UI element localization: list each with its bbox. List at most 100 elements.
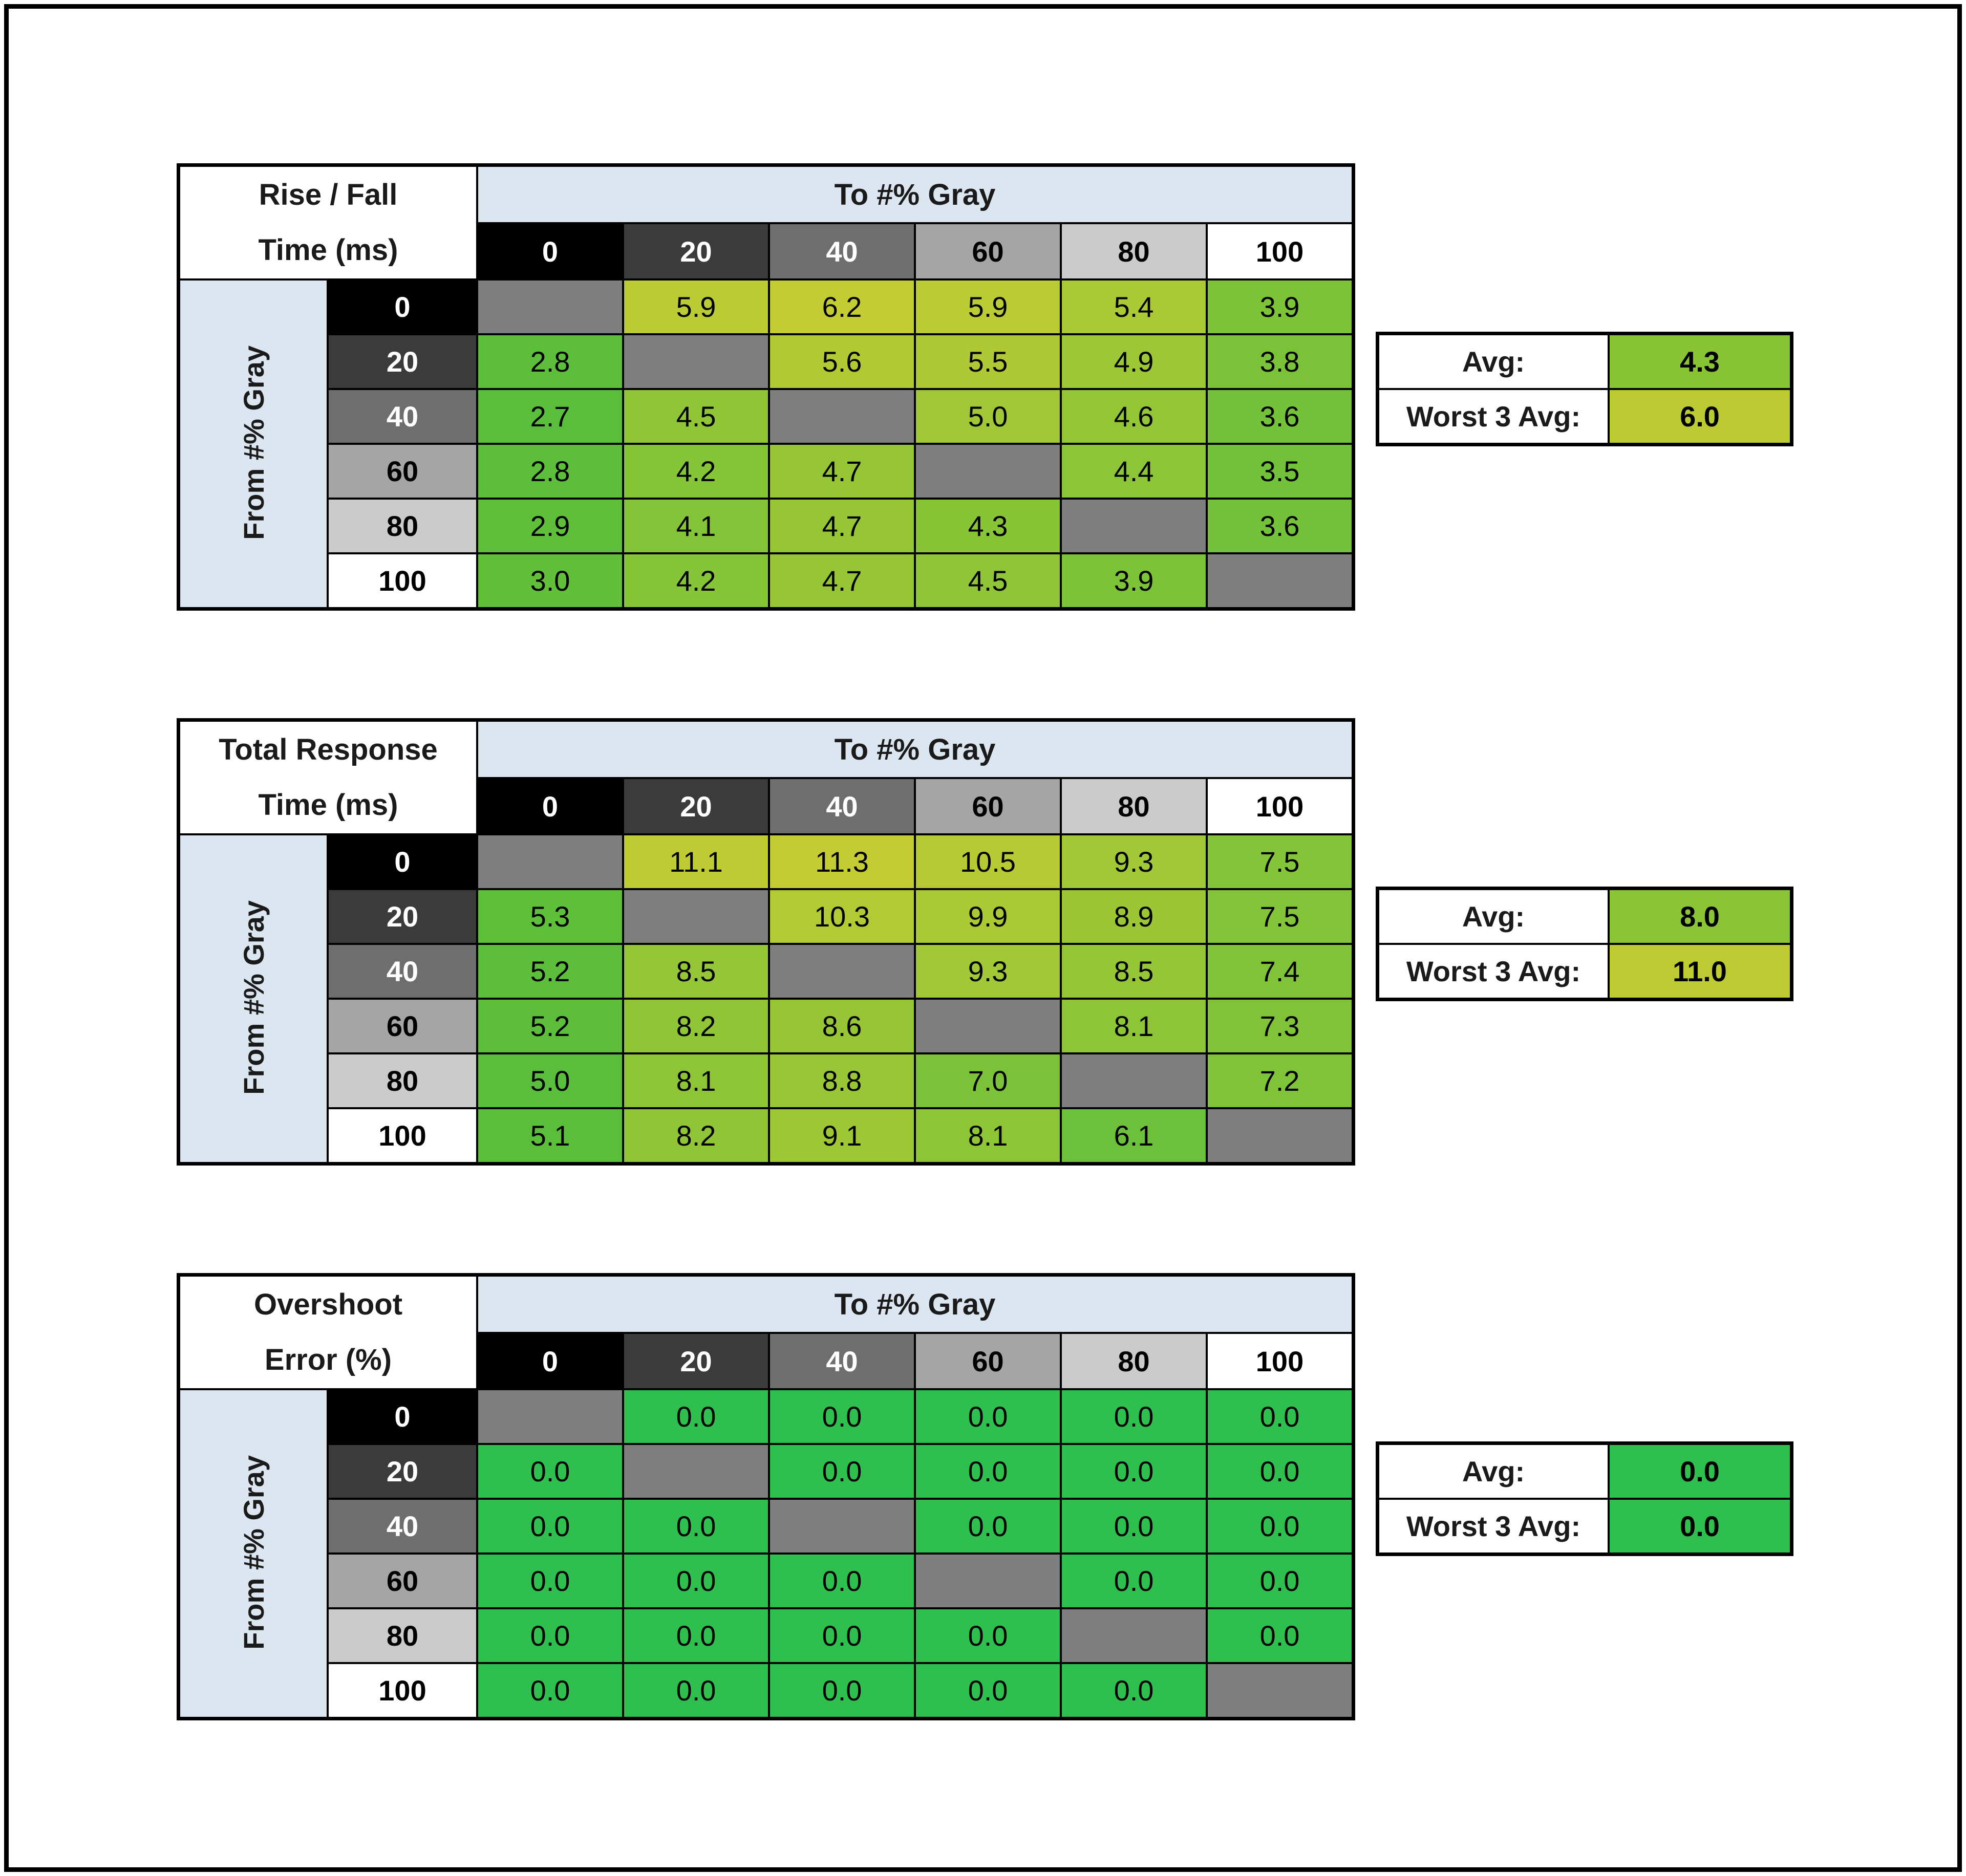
- avg-value: 4.3: [1608, 333, 1792, 390]
- from-tick-60: 60: [327, 998, 478, 1054]
- value-cell: 5.4: [1060, 278, 1208, 335]
- value-cell: 5.2: [476, 998, 624, 1054]
- value-cell: 3.9: [1206, 278, 1354, 335]
- to-tick-60: 60: [914, 777, 1062, 835]
- value-cell: 8.5: [622, 943, 770, 1000]
- value-cell: 9.3: [1060, 833, 1208, 890]
- from-tick-0: 0: [327, 833, 478, 890]
- value-cell: 7.5: [1206, 888, 1354, 945]
- from-tick-80: 80: [327, 1607, 478, 1664]
- table-title-line: Rise / Fall: [259, 178, 398, 211]
- value-cell: 0.0: [476, 1498, 624, 1555]
- value-cell: 3.9: [1060, 552, 1208, 609]
- value-cell: 0.0: [1060, 1662, 1208, 1719]
- value-cell: 11.3: [768, 833, 916, 890]
- avg-label: Avg:: [1377, 333, 1610, 390]
- to-tick-20: 20: [622, 777, 770, 835]
- value-cell: 0.0: [1206, 1552, 1354, 1609]
- table-title-line: Time (ms): [258, 788, 398, 822]
- from-tick-20: 20: [327, 888, 478, 945]
- to-tick-40: 40: [768, 222, 916, 281]
- worst3-label: Worst 3 Avg:: [1377, 388, 1610, 445]
- from-gray-label: From #% Gray: [237, 1455, 270, 1650]
- worst3-value: 0.0: [1608, 1498, 1792, 1555]
- value-cell: 7.4: [1206, 943, 1354, 1000]
- diagonal-cell: [1206, 552, 1354, 609]
- value-cell: 11.1: [622, 833, 770, 890]
- diagonal-cell: [914, 998, 1062, 1054]
- value-cell: 8.2: [622, 1107, 770, 1164]
- from-tick-60: 60: [327, 443, 478, 500]
- value-cell: 5.3: [476, 888, 624, 945]
- value-cell: 4.6: [1060, 388, 1208, 445]
- table-title-line: Error (%): [264, 1343, 392, 1376]
- from-tick-40: 40: [327, 1498, 478, 1555]
- value-cell: 0.0: [1206, 1498, 1354, 1555]
- to-tick-100: 100: [1206, 1332, 1354, 1390]
- value-cell: 5.1: [476, 1107, 624, 1164]
- value-cell: 3.0: [476, 552, 624, 609]
- overshoot-error-summary: Avg: 0.0 Worst 3 Avg: 0.0: [1377, 1443, 1792, 1555]
- value-cell: 8.5: [1060, 943, 1208, 1000]
- worst3-value: 11.0: [1608, 943, 1792, 1000]
- worst3-value: 6.0: [1608, 388, 1792, 445]
- table-title-line: Overshoot: [253, 1288, 403, 1321]
- total-response-time-title: Total Response Time (ms): [178, 720, 478, 835]
- rise-fall-time-summary: Avg: 4.3 Worst 3 Avg: 6.0: [1377, 333, 1792, 445]
- value-cell: 5.0: [476, 1052, 624, 1109]
- value-cell: 0.0: [914, 1388, 1062, 1445]
- to-tick-60: 60: [914, 222, 1062, 281]
- value-cell: 0.0: [476, 1552, 624, 1609]
- value-cell: 0.0: [768, 1388, 916, 1445]
- value-cell: 3.8: [1206, 333, 1354, 390]
- value-cell: 0.0: [1060, 1443, 1208, 1500]
- value-cell: 8.9: [1060, 888, 1208, 945]
- diagonal-cell: [622, 333, 770, 390]
- value-cell: 0.0: [622, 1662, 770, 1719]
- rise-fall-time-table: Rise / Fall Time (ms) To #% Gray 0 20 40 60 80 1…: [178, 165, 1354, 609]
- to-tick-0: 0: [476, 222, 624, 281]
- diagonal-cell: [768, 388, 916, 445]
- from-gray-header: From #% Gray: [178, 1388, 329, 1719]
- value-cell: 9.9: [914, 888, 1062, 945]
- to-tick-60: 60: [914, 1332, 1062, 1390]
- diagonal-cell: [1060, 1052, 1208, 1109]
- overshoot-error-title: Overshoot Error (%): [178, 1275, 478, 1390]
- value-cell: 9.3: [914, 943, 1062, 1000]
- value-cell: 4.3: [914, 498, 1062, 554]
- value-cell: 7.0: [914, 1052, 1062, 1109]
- avg-value: 0.0: [1608, 1443, 1792, 1500]
- value-cell: 0.0: [1206, 1443, 1354, 1500]
- diagonal-cell: [622, 1443, 770, 1500]
- value-cell: 0.0: [1060, 1498, 1208, 1555]
- value-cell: 3.6: [1206, 498, 1354, 554]
- value-cell: 0.0: [476, 1443, 624, 1500]
- value-cell: 0.0: [622, 1607, 770, 1664]
- avg-label: Avg:: [1377, 1443, 1610, 1500]
- to-tick-100: 100: [1206, 777, 1354, 835]
- value-cell: 5.0: [914, 388, 1062, 445]
- value-cell: 6.1: [1060, 1107, 1208, 1164]
- value-cell: 2.7: [476, 388, 624, 445]
- table-title-line: Total Response: [219, 733, 438, 766]
- to-tick-80: 80: [1060, 222, 1208, 281]
- from-gray-header: From #% Gray: [178, 833, 329, 1164]
- value-cell: 0.0: [1206, 1388, 1354, 1445]
- diagonal-cell: [1206, 1107, 1354, 1164]
- from-tick-80: 80: [327, 498, 478, 554]
- value-cell: 0.0: [476, 1662, 624, 1719]
- value-cell: 7.2: [1206, 1052, 1354, 1109]
- value-cell: 8.1: [1060, 998, 1208, 1054]
- avg-value: 8.0: [1608, 888, 1792, 945]
- diagonal-cell: [622, 888, 770, 945]
- value-cell: 9.1: [768, 1107, 916, 1164]
- value-cell: 0.0: [1206, 1607, 1354, 1664]
- value-cell: 2.8: [476, 443, 624, 500]
- to-tick-0: 0: [476, 1332, 624, 1390]
- from-tick-100: 100: [327, 552, 478, 609]
- from-tick-100: 100: [327, 1662, 478, 1719]
- from-tick-40: 40: [327, 943, 478, 1000]
- to-tick-40: 40: [768, 1332, 916, 1390]
- value-cell: 5.9: [622, 278, 770, 335]
